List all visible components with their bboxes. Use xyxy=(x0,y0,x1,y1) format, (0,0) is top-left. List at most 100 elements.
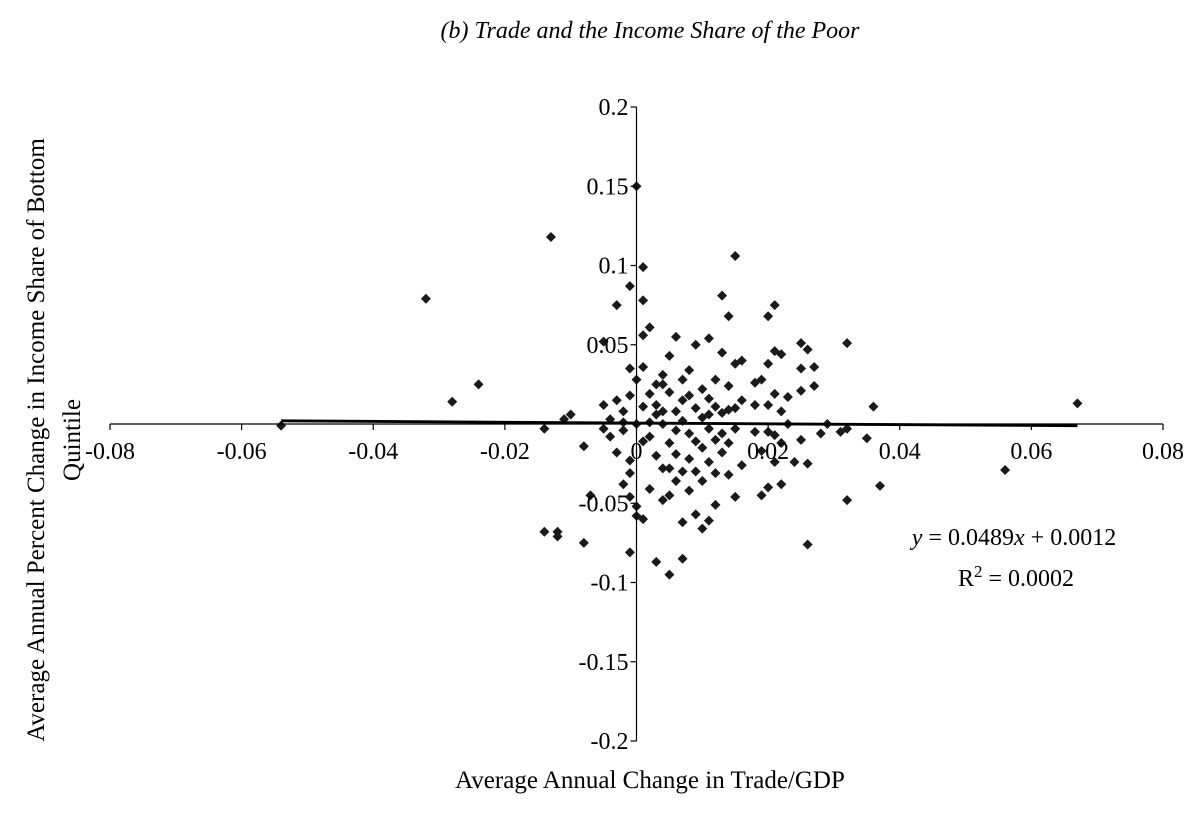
data-point xyxy=(710,468,721,479)
data-point xyxy=(703,515,714,526)
data-point xyxy=(670,449,681,460)
chart-title: (b) Trade and the Income Share of the Po… xyxy=(440,18,860,44)
data-point xyxy=(730,250,741,261)
data-point xyxy=(776,349,787,360)
chart-title-prefix: (b) xyxy=(440,18,468,44)
eq-rhs-a: = 0.0489 xyxy=(922,525,1014,551)
data-point xyxy=(638,401,649,412)
data-point xyxy=(842,495,853,506)
data-point xyxy=(776,406,787,417)
x-tick-label: 0.04 xyxy=(879,439,921,465)
data-point xyxy=(796,338,807,349)
data-point xyxy=(611,395,622,406)
data-point xyxy=(703,409,714,420)
data-points xyxy=(276,181,1083,580)
data-point xyxy=(651,379,662,390)
x-tick-label: 0.02 xyxy=(747,439,789,465)
data-point xyxy=(651,556,662,567)
data-point xyxy=(763,311,774,322)
data-point xyxy=(717,347,728,358)
data-point xyxy=(802,458,813,469)
data-point xyxy=(809,380,820,391)
x-tick-label: -0.06 xyxy=(217,439,267,465)
data-point xyxy=(802,539,813,550)
data-point xyxy=(664,569,675,580)
data-point xyxy=(723,311,734,322)
data-point xyxy=(789,457,800,468)
data-point xyxy=(861,433,872,444)
data-point xyxy=(736,395,747,406)
data-point xyxy=(809,361,820,372)
data-point xyxy=(690,339,701,350)
data-point xyxy=(624,455,635,466)
data-point xyxy=(763,358,774,369)
y-tick-label: 0.15 xyxy=(587,174,629,200)
x-axis-ticks: -0.08 -0.06 -0.04 -0.02 0 0.02 0.04 0.06 0.08 xyxy=(85,424,1184,465)
data-point xyxy=(664,490,675,501)
data-point xyxy=(749,426,760,437)
x-tick-label: 0.06 xyxy=(1010,439,1052,465)
data-point xyxy=(763,482,774,493)
data-point xyxy=(697,476,708,487)
data-point xyxy=(644,483,655,494)
data-point xyxy=(624,468,635,479)
data-point xyxy=(710,401,721,412)
data-point xyxy=(736,460,747,471)
data-point xyxy=(598,399,609,410)
y-axis-ticks: 0.2 0.15 0.1 0.05 -0.05 -0.1 -0.15 -0.2 xyxy=(579,95,637,755)
data-point xyxy=(868,401,879,412)
data-point xyxy=(539,526,550,537)
data-point xyxy=(690,509,701,520)
y-axis-label-line1: Average Annual Percent Change in Income … xyxy=(23,138,50,742)
data-point xyxy=(697,442,708,453)
data-point xyxy=(611,447,622,458)
data-point xyxy=(1072,398,1083,409)
eq-rhs-b: + 0.0012 xyxy=(1025,525,1117,551)
data-point xyxy=(717,290,728,301)
data-point xyxy=(677,395,688,406)
data-point xyxy=(585,490,596,501)
data-point xyxy=(756,374,767,385)
data-point xyxy=(697,384,708,395)
data-point xyxy=(638,361,649,372)
data-point xyxy=(710,499,721,510)
data-point xyxy=(638,295,649,306)
y-tick-label: -0.2 xyxy=(591,729,629,755)
data-point xyxy=(684,365,695,376)
data-point xyxy=(644,388,655,399)
data-point xyxy=(703,423,714,434)
data-point xyxy=(598,423,609,434)
data-point xyxy=(618,479,629,490)
r2-value: = 0.0002 xyxy=(982,566,1074,592)
data-point xyxy=(756,445,767,456)
y-tick-label: -0.1 xyxy=(591,571,629,597)
data-point xyxy=(710,434,721,445)
data-point xyxy=(447,396,458,407)
data-point xyxy=(802,344,813,355)
x-tick-label: -0.02 xyxy=(480,439,530,465)
data-point xyxy=(638,514,649,525)
data-point xyxy=(611,300,622,311)
data-point xyxy=(618,425,629,436)
data-point xyxy=(276,420,287,431)
data-point xyxy=(723,438,734,449)
data-point xyxy=(545,231,556,242)
data-point xyxy=(796,385,807,396)
data-point xyxy=(664,438,675,449)
data-point xyxy=(664,463,675,474)
data-point xyxy=(842,423,853,434)
y-tick-label: -0.15 xyxy=(579,650,629,676)
data-point xyxy=(670,476,681,487)
data-point xyxy=(769,430,780,441)
data-point xyxy=(473,379,484,390)
x-axis-label: Average Annual Change in Trade/GDP xyxy=(455,767,845,794)
data-point xyxy=(690,436,701,447)
data-point xyxy=(730,403,741,414)
regression-equation: y = 0.0489x + 0.0012 xyxy=(910,525,1116,551)
data-point xyxy=(736,355,747,366)
r2-exponent: 2 xyxy=(974,562,983,581)
data-point xyxy=(624,390,635,401)
data-point xyxy=(710,374,721,385)
y-axis-label-line2: Quintile xyxy=(59,399,86,481)
